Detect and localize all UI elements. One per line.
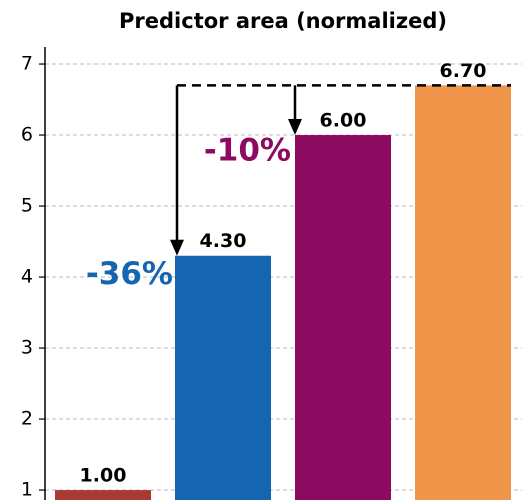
value-label: 6.00 <box>320 110 367 132</box>
y-tick-label: 6 <box>21 124 33 146</box>
chart-title: Predictor area (normalized) <box>119 9 447 33</box>
arrow-head <box>288 119 302 136</box>
y-tick-label: 4 <box>21 266 33 288</box>
annotation: -10% <box>204 133 291 169</box>
annotation: -36% <box>86 256 173 292</box>
arrow-head <box>170 239 184 256</box>
y-tick-label: 5 <box>21 195 33 217</box>
y-tick-label: 3 <box>21 337 33 359</box>
bar <box>415 85 511 500</box>
value-label: 4.30 <box>200 230 247 252</box>
bar <box>55 490 151 500</box>
value-label: 6.70 <box>440 60 487 82</box>
bar <box>175 255 271 500</box>
y-tick-label: 2 <box>21 408 33 430</box>
y-tick-label: 1 <box>21 479 33 500</box>
value-label: 1.00 <box>80 465 127 487</box>
y-tick-label: 7 <box>21 53 33 75</box>
bar <box>295 135 391 500</box>
